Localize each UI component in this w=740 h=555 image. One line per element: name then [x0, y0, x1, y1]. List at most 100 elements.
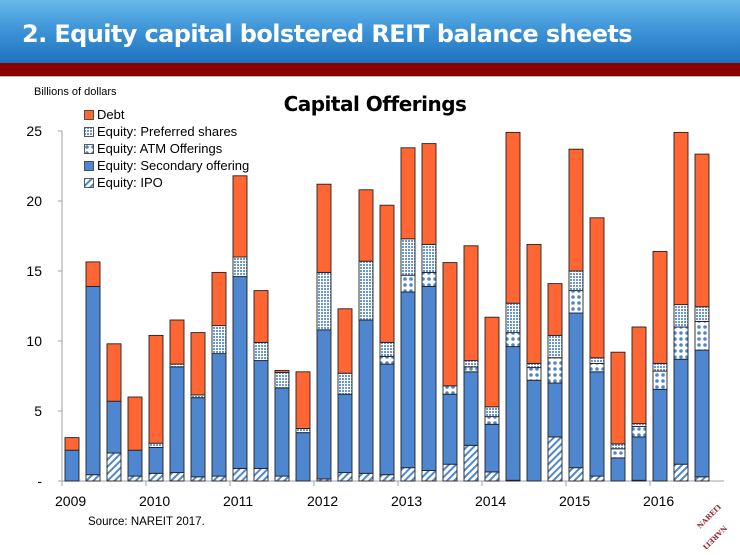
bar-segment-atm	[694, 320, 710, 351]
bar-segment-debt	[316, 183, 332, 273]
bar-stack	[463, 245, 479, 482]
bar-segment-ipo	[211, 475, 227, 482]
nareit-logo: NAREIT NAREIT	[695, 505, 729, 549]
bar-segment-preferred	[274, 372, 290, 389]
bar-stack	[379, 204, 395, 482]
x-tick-label: 2012	[307, 493, 338, 509]
bar-stack	[694, 153, 710, 482]
bar-segment-ipo	[589, 475, 605, 482]
bar-segment-debt	[673, 131, 689, 306]
legend-swatch-secondary	[84, 160, 94, 171]
y-tick-label: 25	[26, 123, 42, 139]
bar-segment-debt	[106, 343, 122, 402]
legend-swatch-ipo	[84, 177, 94, 188]
bar-segment-preferred	[505, 302, 521, 334]
bar-segment-secondary	[190, 397, 206, 478]
y-axis-unit-label: Billions of dollars	[34, 86, 117, 98]
bar-segment-preferred	[673, 304, 689, 328]
legend-item-preferred: Equity: Preferred shares	[84, 123, 249, 140]
bar-segment-secondary	[442, 393, 458, 465]
bar-segment-debt	[589, 217, 605, 359]
bar-segment-atm	[505, 332, 521, 348]
bar-stack	[400, 147, 416, 482]
bar-segment-debt	[631, 326, 647, 425]
bar-segment-secondary	[211, 353, 227, 477]
bar-stack	[421, 143, 437, 482]
chart-legend: Debt Equity: Preferred shares Equity: AT…	[84, 106, 249, 191]
bar-stack	[610, 351, 626, 482]
bar-segment-atm	[673, 326, 689, 360]
bar-stack	[85, 261, 101, 482]
bar-segment-debt	[211, 271, 227, 327]
bar-stack	[631, 326, 647, 482]
x-tick-label: 2016	[643, 493, 674, 509]
bar-segment-ipo	[379, 474, 395, 482]
bar-segment-debt	[85, 261, 101, 287]
bar-segment-debt	[610, 351, 626, 445]
bar-segment-atm	[631, 425, 647, 438]
bar-segment-atm	[442, 385, 458, 395]
bar-stack	[484, 316, 500, 482]
bar-segment-debt	[232, 175, 248, 258]
bar-segment-debt	[547, 283, 563, 336]
bar-segment-debt	[148, 334, 164, 444]
bar-segment-secondary	[631, 436, 647, 481]
bar-segment-ipo	[694, 476, 710, 482]
bar-segment-preferred	[379, 341, 395, 357]
bar-segment-debt	[652, 250, 668, 364]
bar-segment-debt	[337, 308, 353, 374]
bar-segment-debt	[295, 371, 311, 429]
legend-swatch-preferred	[84, 126, 94, 137]
bar-stack	[64, 437, 80, 482]
x-tick-label: 2009	[55, 493, 86, 509]
legend-item-secondary: Equity: Secondary offering	[84, 157, 249, 174]
bar-segment-secondary	[106, 400, 122, 454]
legend-label: Debt	[97, 107, 125, 122]
legend-label: Equity: IPO	[97, 175, 163, 190]
bar-stack	[358, 189, 374, 482]
bar-segment-secondary	[148, 446, 164, 474]
bar-stack	[295, 371, 311, 482]
bar-stack	[169, 319, 185, 482]
bar-segment-debt	[400, 147, 416, 240]
bar-segment-ipo	[421, 470, 437, 482]
bar-stack	[673, 131, 689, 482]
bar-segment-ipo	[547, 436, 563, 482]
bar-segment-preferred	[211, 325, 227, 355]
header-accent-band	[0, 63, 740, 77]
bar-segment-ipo	[232, 467, 248, 482]
bar-stack	[211, 271, 227, 482]
bar-segment-secondary	[253, 360, 269, 469]
bar-segment-preferred	[610, 443, 626, 450]
bar-stack	[106, 343, 122, 482]
bar-segment-ipo	[253, 467, 269, 482]
x-tick-label: 2010	[139, 493, 170, 509]
bar-stack	[337, 308, 353, 482]
bar-segment-ipo	[568, 467, 584, 482]
bar-segment-ipo	[169, 472, 185, 482]
bar-segment-debt	[526, 243, 542, 364]
bar-segment-preferred	[652, 362, 668, 372]
legend-item-debt: Debt	[84, 106, 249, 123]
bar-segment-secondary	[232, 276, 248, 469]
bar-segment-atm	[400, 274, 416, 293]
bar-segment-preferred	[694, 306, 710, 322]
source-note: Source: NAREIT 2017.	[88, 516, 205, 528]
bar-segment-secondary	[673, 358, 689, 465]
bar-segment-secondary	[127, 449, 143, 477]
bar-segment-secondary	[421, 285, 437, 471]
bar-segment-debt	[64, 437, 80, 451]
bar-segment-preferred	[484, 406, 500, 418]
x-tick-label: 2013	[391, 493, 422, 509]
bar-stack	[148, 334, 164, 482]
bar-segment-ipo	[274, 475, 290, 482]
bar-stack	[274, 369, 290, 482]
bar-stack	[589, 217, 605, 482]
bars	[64, 131, 710, 482]
bar-segment-debt	[505, 131, 521, 304]
bar-stack	[526, 243, 542, 482]
bar-stack	[316, 183, 332, 482]
bar-segment-ipo	[400, 467, 416, 482]
bar-segment-secondary	[484, 423, 500, 473]
x-tick-label: 2011	[223, 493, 253, 509]
